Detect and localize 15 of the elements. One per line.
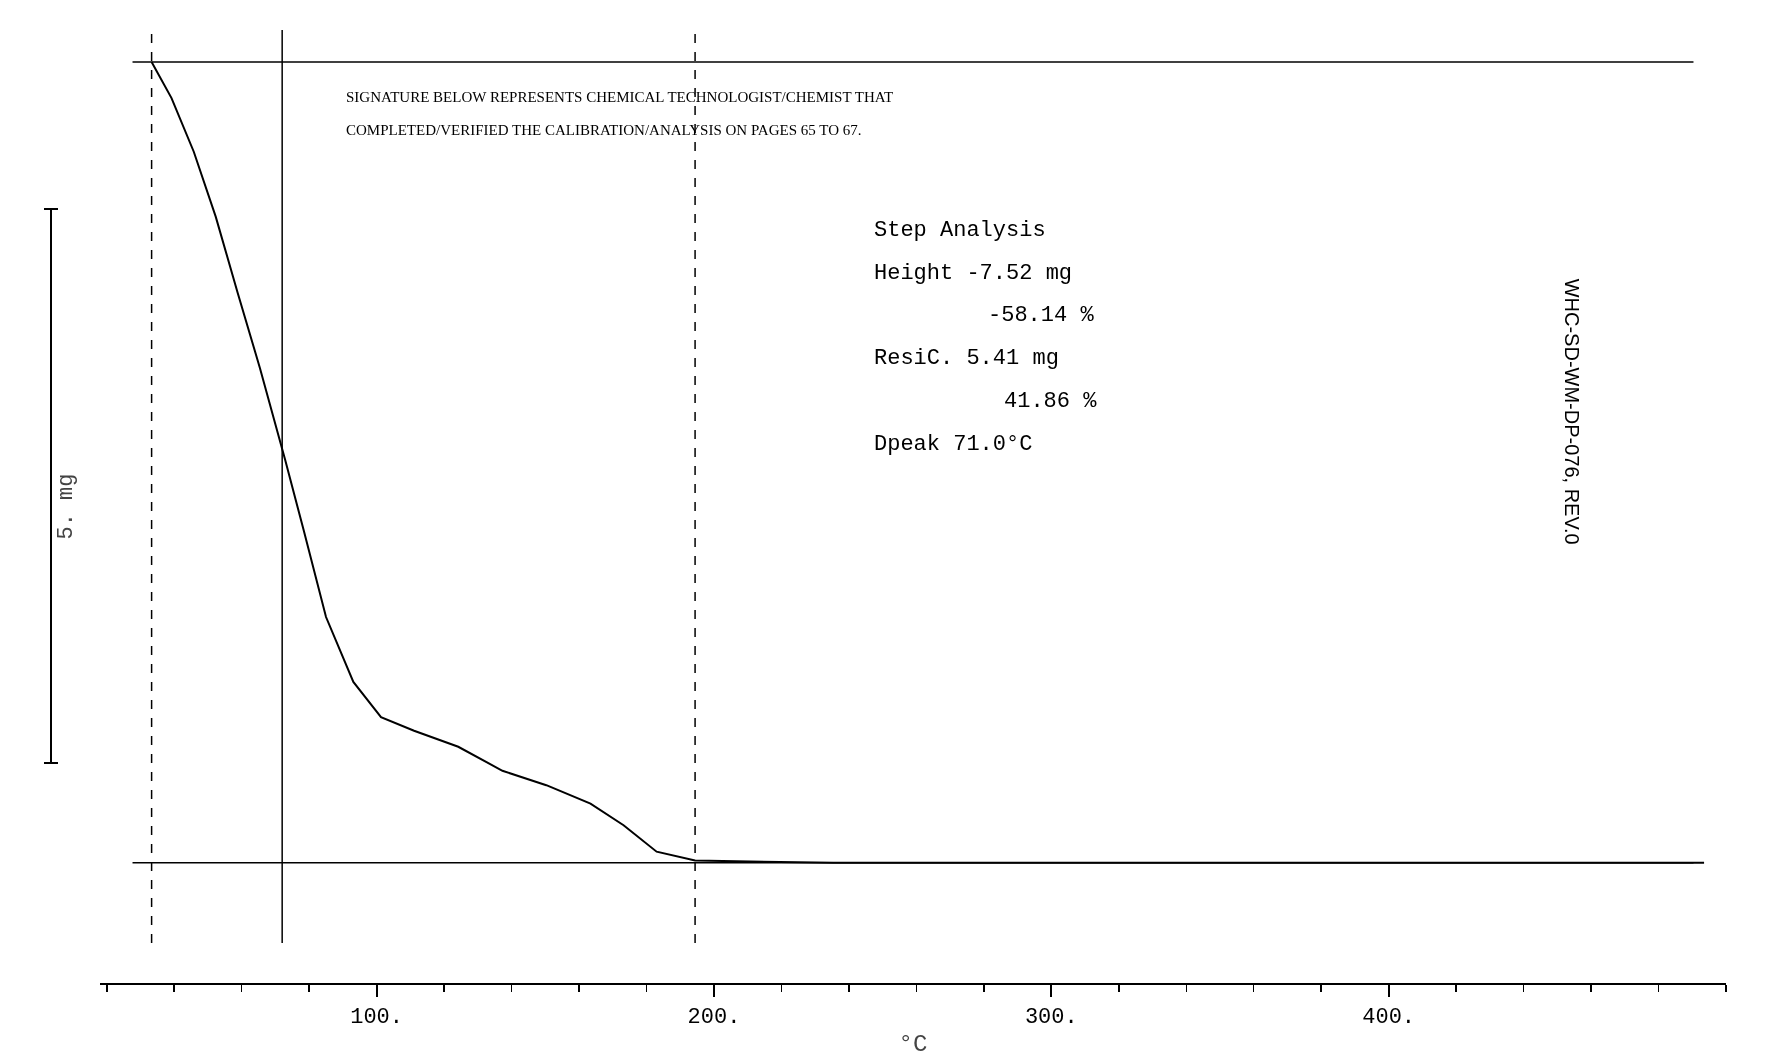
annotation: Dpeak 71.0°C bbox=[874, 432, 1033, 457]
x-axis-title: °C bbox=[898, 1031, 928, 1059]
annotation: COMPLETED/VERIFIED THE CALIBRATION/ANALYSIS ON PAGES 65 TO 67. bbox=[346, 122, 862, 138]
x-tick-label: 300. bbox=[1024, 1005, 1078, 1031]
annotation: 41.86 % bbox=[1004, 389, 1098, 414]
annotation: ResiC. 5.41 mg bbox=[874, 346, 1059, 371]
x-tick-label: 200. bbox=[687, 1005, 741, 1031]
annotation: -58.14 % bbox=[988, 303, 1095, 328]
x-tick-label: 400. bbox=[1362, 1005, 1416, 1031]
y-axis-title: 5. mg bbox=[53, 473, 79, 540]
annotation: SIGNATURE BELOW REPRESENTS CHEMICAL TECHNOLOGIST/CHEMIST THAT bbox=[346, 89, 894, 105]
x-tick-label: 100. bbox=[350, 1005, 404, 1031]
annotation: WHC-SD-WM-DP-076, REV.0 bbox=[1560, 278, 1583, 545]
annotation: Step Analysis bbox=[874, 218, 1046, 243]
annotation: Height -7.52 mg bbox=[874, 261, 1073, 286]
